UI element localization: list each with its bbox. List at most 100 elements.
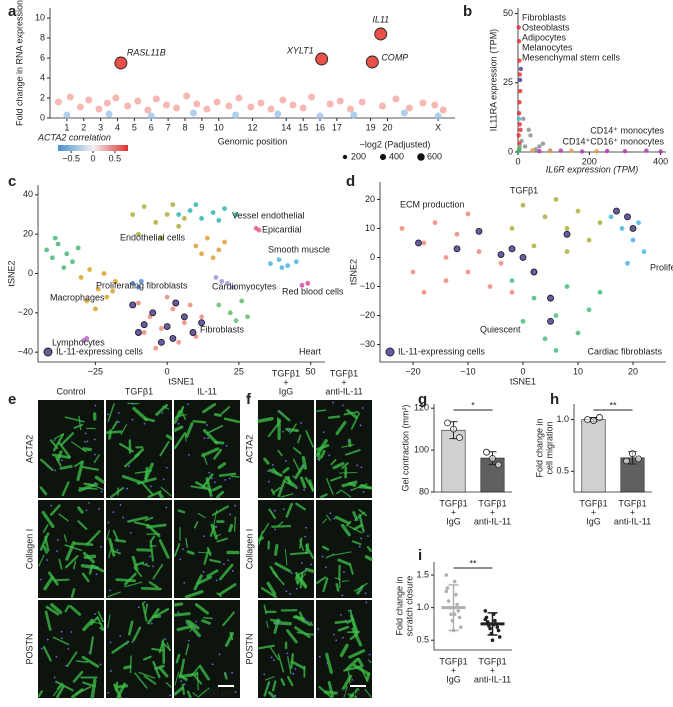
nucleus <box>94 613 96 615</box>
point <box>159 326 164 331</box>
point <box>516 111 522 116</box>
fiber <box>216 537 229 543</box>
size-legend-label: −log2 (Padjusted) <box>360 139 431 149</box>
micrograph <box>174 500 240 598</box>
fiber <box>202 403 217 414</box>
point <box>213 275 219 280</box>
fiber <box>107 403 115 422</box>
nucleus <box>39 578 42 581</box>
fiber <box>82 551 95 564</box>
fiber <box>219 563 234 581</box>
fiber <box>223 417 241 424</box>
series-label: Adipocytes <box>522 32 567 42</box>
x-tick-label: 0 <box>165 366 170 376</box>
fiber <box>107 614 111 629</box>
point <box>164 212 170 217</box>
fiber <box>173 425 184 432</box>
fiber <box>364 688 372 698</box>
nucleus <box>272 464 274 466</box>
point <box>623 457 630 465</box>
point <box>498 260 504 266</box>
fiber <box>147 490 162 499</box>
point <box>268 261 273 267</box>
series-label: Quiescent <box>480 324 521 334</box>
y-tick-label: 20 <box>365 194 375 204</box>
fiber <box>196 575 213 585</box>
point <box>629 450 636 458</box>
nucleus <box>94 404 97 407</box>
point <box>181 216 187 221</box>
fiber <box>265 620 269 628</box>
fiber <box>181 683 185 695</box>
point <box>528 133 533 138</box>
y-tick-label: 0 <box>508 146 513 156</box>
fiber <box>337 625 350 632</box>
point <box>70 259 75 265</box>
point <box>232 111 240 119</box>
point <box>63 111 71 119</box>
point <box>439 106 447 114</box>
nucleus <box>361 407 364 409</box>
point <box>421 240 427 246</box>
series-label: TGFβ1 <box>510 185 538 195</box>
nucleus <box>274 622 276 625</box>
nucleus <box>183 683 186 686</box>
fiber <box>193 521 199 529</box>
point <box>176 212 182 217</box>
fiber <box>112 529 119 541</box>
fiber <box>143 675 157 685</box>
point <box>66 93 74 101</box>
series-label: CD14⁺CD16⁺ monocytes <box>562 136 664 146</box>
nucleus <box>229 513 232 516</box>
x-tick-label: X <box>435 122 441 132</box>
point <box>233 212 239 217</box>
fiber <box>224 632 234 647</box>
nucleus <box>286 652 289 655</box>
point <box>455 602 459 607</box>
nucleus <box>50 504 53 507</box>
point <box>93 306 98 312</box>
point <box>399 226 405 231</box>
significance-label: ** <box>609 400 617 410</box>
size-legend-value: 600 <box>427 151 442 161</box>
fiber <box>284 476 298 489</box>
point <box>216 302 222 308</box>
nucleus <box>165 466 168 469</box>
x-tick-label: TGFβ1 <box>579 498 607 508</box>
fiber <box>347 671 351 684</box>
x-tick-label: 25 <box>234 366 244 376</box>
fiber <box>336 489 343 494</box>
fiber <box>197 687 210 698</box>
point <box>101 271 107 276</box>
nucleus <box>112 511 115 514</box>
nucleus <box>98 507 101 510</box>
y-tick-label: 120 <box>414 403 429 413</box>
fiber <box>258 522 270 540</box>
fiber <box>201 447 220 458</box>
fiber <box>190 485 207 490</box>
point <box>293 259 299 265</box>
point <box>489 455 496 462</box>
fiber <box>205 477 213 497</box>
fiber <box>285 502 293 518</box>
nucleus <box>234 504 236 507</box>
micrograph <box>316 500 372 598</box>
fiber <box>197 512 206 519</box>
fiber <box>274 543 279 556</box>
nucleus <box>270 656 273 659</box>
nucleus <box>365 601 368 604</box>
fiber <box>203 549 210 565</box>
fiber <box>341 444 355 448</box>
fiber <box>177 509 186 514</box>
point <box>85 96 93 104</box>
x-tick-label: 2 <box>81 122 86 132</box>
nucleus <box>292 672 295 675</box>
nucleus <box>116 549 119 551</box>
size-legend-marker <box>342 154 348 160</box>
corner-label: Heart <box>299 346 322 356</box>
fiber <box>65 541 76 561</box>
nucleus <box>162 478 165 481</box>
fiber <box>297 573 307 584</box>
point <box>103 99 111 107</box>
nucleus <box>54 469 57 472</box>
